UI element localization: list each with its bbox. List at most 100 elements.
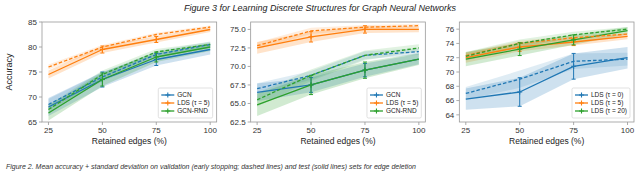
legend-label: LDS (τ = 5) xyxy=(591,99,623,107)
x-tick-label: 75 xyxy=(152,126,161,135)
plot-frame xyxy=(459,22,634,122)
x-tick-label: 25 xyxy=(253,126,262,135)
legend: GCNLDS (τ = 5)GCN-RND xyxy=(367,88,421,118)
x-axis-label: Retained edges (%) xyxy=(509,136,584,146)
y-tick xyxy=(456,43,459,44)
y-tick xyxy=(456,100,459,101)
std-band xyxy=(466,27,628,61)
y-tick xyxy=(456,86,459,87)
error-bar xyxy=(518,78,522,107)
error-bar xyxy=(363,62,367,78)
x-tick-label: 100 xyxy=(621,126,635,135)
x-tick-label: 50 xyxy=(515,126,524,135)
point-marker xyxy=(309,82,314,87)
std-band xyxy=(466,53,628,100)
x-tick xyxy=(418,122,419,125)
y-tick-label: 76 xyxy=(445,25,454,34)
legend: LDS (τ = 0)LDS (τ = 5)LDS (τ = 20) xyxy=(572,88,630,118)
x-tick xyxy=(465,122,466,125)
point-marker xyxy=(571,37,576,42)
validation-line xyxy=(257,26,419,46)
y-tick-label: 70 xyxy=(445,68,454,77)
y-tick-label: 80 xyxy=(28,43,37,52)
y-tick-label: 62.5 xyxy=(230,118,246,127)
y-tick xyxy=(248,122,251,123)
legend-label: GCN xyxy=(177,91,192,98)
y-tick-label: 72.5 xyxy=(230,44,246,53)
y-tick xyxy=(39,22,42,23)
point-marker xyxy=(100,47,105,52)
x-tick xyxy=(311,122,312,125)
validation-line xyxy=(466,29,628,56)
validation-line xyxy=(48,45,210,110)
x-tick xyxy=(102,122,103,125)
x-axis-label: Retained edges (%) xyxy=(92,136,167,146)
legend-marker xyxy=(165,93,170,98)
x-tick xyxy=(627,122,628,125)
y-tick xyxy=(456,57,459,58)
plot-area xyxy=(257,24,419,116)
panel: 62.565.067.570.072.575.0255075100Retaine… xyxy=(230,22,426,146)
test-line xyxy=(466,58,628,99)
legend-marker xyxy=(579,93,584,98)
x-tick xyxy=(364,122,365,125)
legend-marker xyxy=(374,109,379,114)
y-tick-label: 72 xyxy=(445,54,454,63)
y-axis-label: Accuracy xyxy=(4,53,14,91)
error-bar xyxy=(100,72,104,87)
error-bar xyxy=(154,54,158,66)
plot-area xyxy=(48,26,210,121)
error-bar xyxy=(363,26,367,33)
x-tick xyxy=(257,122,258,125)
legend-marker xyxy=(165,109,170,114)
y-tick xyxy=(39,122,42,123)
test-line xyxy=(466,31,628,60)
x-tick xyxy=(156,122,157,125)
x-tick xyxy=(573,122,574,125)
x-tick-label: 50 xyxy=(98,126,107,135)
y-tick-label: 64 xyxy=(445,111,454,120)
point-marker xyxy=(517,47,522,52)
legend-label: GCN-RND xyxy=(177,107,208,114)
error-bar xyxy=(154,52,158,62)
error-bar xyxy=(154,37,158,43)
y-tick xyxy=(456,72,459,73)
legend-label: GCN-RND xyxy=(386,107,417,114)
y-tick-label: 70 xyxy=(28,93,37,102)
y-tick xyxy=(39,47,42,48)
x-tick xyxy=(48,122,49,125)
y-tick xyxy=(456,114,459,115)
y-tick xyxy=(39,72,42,73)
legend-box xyxy=(572,88,630,118)
panel: 6570758085255075100Retained edges (%)Acc… xyxy=(4,18,217,146)
point-marker xyxy=(362,27,367,32)
legend-box xyxy=(367,88,421,118)
y-tick xyxy=(248,103,251,104)
y-tick-label: 65 xyxy=(28,118,37,127)
figure-title: Figure 3 for Learning Discrete Structure… xyxy=(184,3,457,13)
panel: 64666870727476255075100Retained edges (%… xyxy=(445,22,634,146)
plot-frame xyxy=(251,22,426,122)
y-tick-label: 70.0 xyxy=(230,62,246,71)
y-tick-label: 75.0 xyxy=(230,25,246,34)
y-tick xyxy=(248,29,251,30)
std-band xyxy=(257,44,419,106)
legend-label: LDS (τ = 20) xyxy=(591,107,627,115)
y-tick-label: 67.5 xyxy=(230,81,246,90)
legend-label: LDS (τ = 0) xyxy=(591,91,623,99)
legend-marker xyxy=(165,101,170,106)
y-tick xyxy=(456,29,459,30)
point-marker xyxy=(100,77,105,82)
x-tick xyxy=(519,122,520,125)
validation-line xyxy=(257,48,419,100)
validation-line xyxy=(466,34,628,55)
error-bar xyxy=(572,35,576,45)
validation-line xyxy=(48,45,210,105)
legend-label: GCN xyxy=(386,91,401,98)
legend-marker xyxy=(374,93,379,98)
legend-marker xyxy=(374,101,379,106)
std-band xyxy=(257,24,419,49)
y-tick xyxy=(248,66,251,67)
point-marker xyxy=(309,34,314,39)
y-tick-label: 68 xyxy=(445,82,454,91)
